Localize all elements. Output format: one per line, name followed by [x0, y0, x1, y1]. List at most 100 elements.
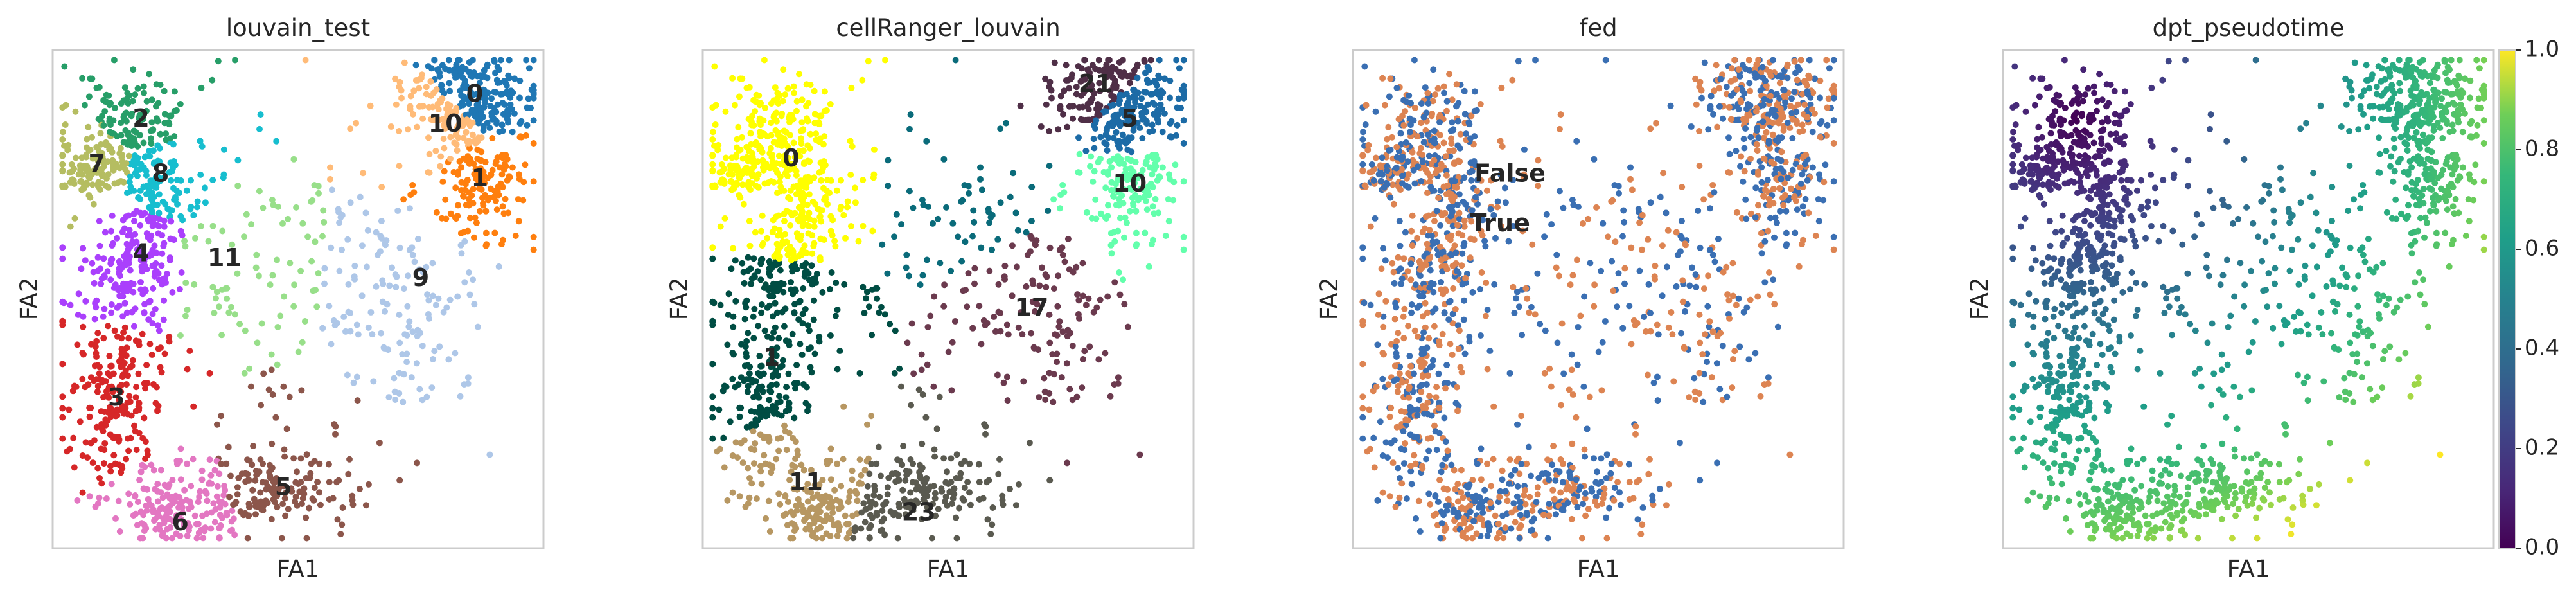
scatter-point [1462, 200, 1469, 208]
scatter-point [326, 496, 333, 503]
scatter-point [274, 203, 281, 210]
scatter-point [499, 127, 506, 134]
scatter-point [1119, 120, 1126, 127]
scatter-point [309, 197, 316, 204]
scatter-point [1424, 309, 1431, 316]
scatter-point [396, 477, 403, 484]
scatter-point [306, 504, 313, 512]
scatter-point [482, 208, 490, 215]
scatter-point [861, 310, 868, 316]
scatter-point [1438, 279, 1444, 285]
scatter-point [190, 403, 197, 410]
scatter-point [1115, 227, 1122, 235]
scatter-point [1104, 293, 1111, 300]
scatter-point [832, 243, 839, 250]
scatter-point [826, 286, 833, 292]
scatter-point [846, 494, 853, 501]
scatter-point [907, 111, 914, 118]
scatter-point [1385, 381, 1392, 388]
scatter-point [714, 448, 721, 455]
scatter-point [437, 163, 443, 170]
scatter-point [385, 394, 393, 401]
scatter-point [303, 535, 310, 542]
scatter-point [847, 171, 854, 178]
scatter-point [96, 494, 103, 501]
scatter-point [904, 339, 911, 346]
scatter-point [1799, 236, 1806, 244]
scatter-point [919, 440, 926, 447]
scatter-point [378, 330, 385, 337]
scatter-point [1427, 501, 1434, 508]
scatter-point [1487, 499, 1494, 506]
scatter-point [915, 386, 922, 393]
scatter-point [961, 182, 968, 189]
scatter-point [743, 350, 750, 357]
scatter-point [1738, 153, 1745, 160]
scatter-point [805, 230, 812, 237]
scatter-point [112, 515, 119, 522]
scatter-point [1127, 72, 1134, 79]
scatter-point [715, 141, 722, 148]
scatter-point [1665, 481, 1672, 488]
scatter-point [509, 89, 516, 96]
scatter-point [432, 147, 439, 154]
scatter-point [725, 290, 732, 298]
scatter-point [1359, 393, 1366, 400]
scatter-point [761, 327, 768, 334]
scatter-point [969, 325, 976, 332]
scatter-point [1445, 316, 1452, 323]
scatter-point [114, 235, 121, 242]
scatter-point [750, 335, 757, 342]
scatter-point [277, 312, 284, 319]
scatter-point [87, 194, 94, 201]
scatter-point [436, 73, 443, 80]
scatter-point [866, 470, 873, 477]
scatter-point [894, 535, 901, 542]
scatter-point [1046, 78, 1054, 85]
scatter-point [409, 182, 416, 188]
scatter-point [824, 177, 831, 184]
scatter-point [522, 161, 529, 168]
scatter-point [1436, 119, 1443, 126]
scatter-point [870, 492, 878, 499]
scatter-point [256, 125, 263, 132]
scatter-point [1603, 474, 1610, 481]
scatter-point [75, 311, 82, 318]
scatter-point [342, 328, 349, 335]
scatter-point [108, 301, 115, 308]
scatter-point [840, 403, 847, 410]
scatter-point [899, 461, 906, 468]
scatter-point [1170, 197, 1177, 204]
scatter-point [1444, 447, 1451, 454]
scatter-point [1391, 316, 1398, 323]
scatter-point [489, 166, 496, 174]
scatter-point [1085, 106, 1092, 112]
scatter-point [132, 305, 139, 312]
scatter-point [1500, 535, 1507, 542]
scatter-point [74, 497, 81, 504]
scatter-point [167, 524, 174, 531]
scatter-point [1405, 323, 1412, 330]
scatter-point [800, 159, 807, 166]
scatter-point [1151, 101, 1158, 108]
scatter-point [793, 191, 800, 198]
scatter-point [1381, 184, 1388, 191]
scatter-point [1830, 94, 1837, 102]
scatter-point [927, 483, 933, 490]
scatter-point [1363, 102, 1370, 109]
scatter-point [876, 494, 883, 501]
scatter-point [1453, 384, 1460, 391]
scatter-point [163, 130, 170, 138]
scatter-point [786, 476, 793, 483]
scatter-point [1109, 74, 1116, 81]
scatter-point [1075, 169, 1082, 176]
scatter-point [1400, 96, 1407, 103]
scatter-point [70, 177, 77, 184]
scatter-point [78, 265, 85, 272]
scatter-point [1074, 291, 1081, 298]
scatter-point [763, 515, 769, 522]
scatter-point [761, 105, 768, 111]
scatter-point [1589, 488, 1596, 495]
scatter-point [157, 364, 164, 371]
scatter-point [1359, 161, 1366, 168]
